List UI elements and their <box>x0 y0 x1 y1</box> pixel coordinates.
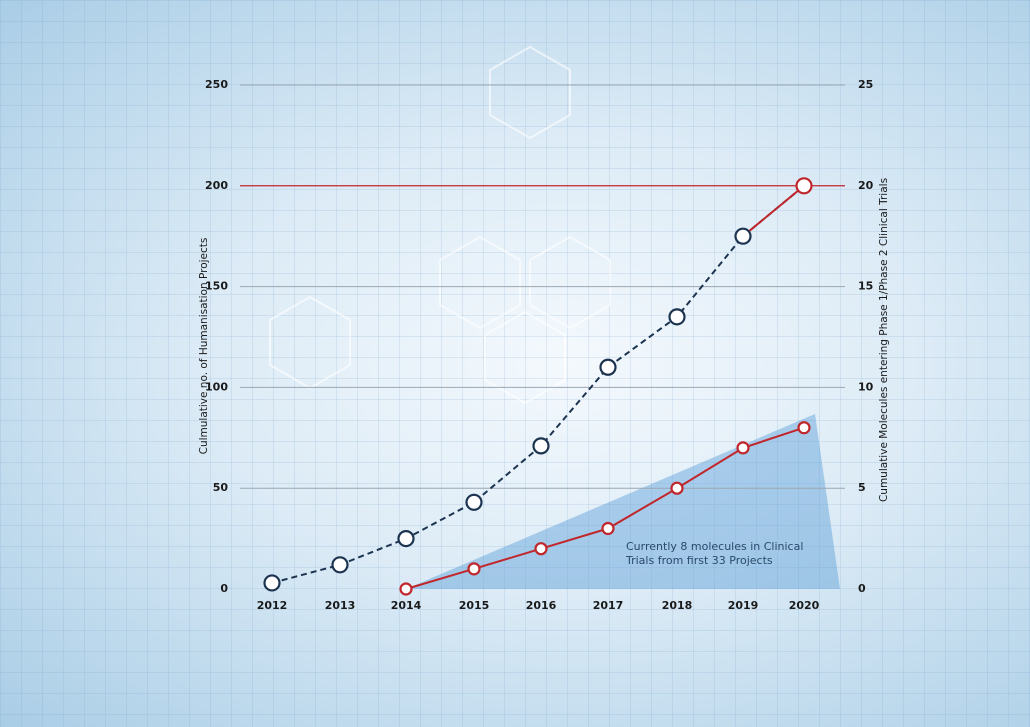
point <box>397 529 415 548</box>
point <box>467 562 481 576</box>
point <box>601 521 615 536</box>
series-line <box>271 185 805 584</box>
x-tick-label: 2019 <box>728 599 759 612</box>
point <box>668 308 686 326</box>
x-tick-label: 2020 <box>789 599 820 612</box>
highlight-segment <box>742 185 805 237</box>
point <box>465 493 483 511</box>
x-tick-label: 2015 <box>459 599 490 612</box>
point <box>532 437 550 455</box>
y2-tick-label: 0 <box>858 582 866 595</box>
y-axis-label: Culmulative no. of Humanisation Projects <box>198 238 210 455</box>
point <box>399 582 413 596</box>
x-tick-label: 2017 <box>593 599 624 612</box>
x-tick-label: 2018 <box>662 599 693 612</box>
point <box>736 441 750 455</box>
point <box>263 574 281 592</box>
point <box>534 542 548 556</box>
highlight-area <box>406 414 840 589</box>
y-tick-label: 50 <box>213 481 229 494</box>
point <box>734 227 752 245</box>
x-tick-label: 2013 <box>325 599 356 612</box>
x-tick-label: 2014 <box>391 599 422 612</box>
y2-axis-label: Cumulative Molecules entering Phase 1/Ph… <box>878 178 890 502</box>
y-tick-label: 100 <box>205 380 228 393</box>
point <box>331 556 349 574</box>
point <box>795 177 813 195</box>
y-tick-label: 150 <box>205 280 228 293</box>
y2-tick-label: 20 <box>858 179 874 192</box>
point <box>797 421 811 435</box>
decoration <box>269 45 611 405</box>
point <box>599 358 617 376</box>
y2-tick-label: 10 <box>858 380 874 393</box>
y-tick-label: 250 <box>205 78 228 91</box>
point <box>670 481 684 495</box>
y-tick-label: 0 <box>220 582 228 595</box>
y2-tick-label: 25 <box>858 78 873 91</box>
x-tick-label: 2012 <box>257 599 288 612</box>
annotation: Currently 8 molecules in Clinical Trials… <box>626 540 804 567</box>
y2-tick-label: 5 <box>858 481 866 494</box>
y-tick-label: 200 <box>205 179 228 192</box>
x-tick-label: 2016 <box>526 599 557 612</box>
y2-tick-label: 15 <box>858 280 873 293</box>
